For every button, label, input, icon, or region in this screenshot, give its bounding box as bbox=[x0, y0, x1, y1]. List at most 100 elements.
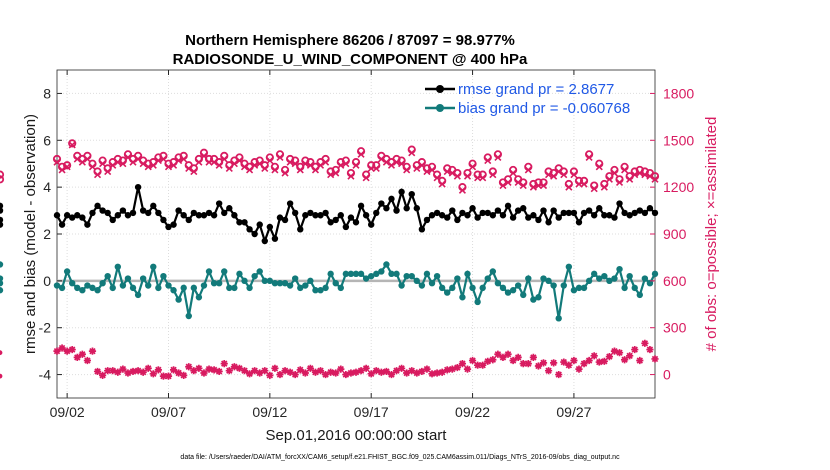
obs-possible-point bbox=[0, 170, 5, 179]
rmse-point bbox=[580, 209, 588, 217]
obs-1000hpa-core bbox=[627, 353, 633, 359]
obs-assimilated-point bbox=[296, 166, 304, 174]
obs-assimilated-point bbox=[357, 150, 365, 158]
obs-assimilated-point bbox=[159, 155, 167, 163]
rmse-point bbox=[317, 212, 324, 219]
obs-1000hpa-core bbox=[556, 372, 562, 377]
obs-assimilated-point bbox=[129, 158, 137, 166]
bias-point bbox=[418, 282, 426, 289]
bias-point bbox=[276, 280, 284, 287]
obs-assimilated-point bbox=[114, 158, 122, 166]
bias-point bbox=[104, 272, 111, 280]
bias-point bbox=[560, 282, 567, 289]
rmse-point bbox=[418, 226, 426, 233]
obs-1000hpa-core bbox=[454, 365, 460, 370]
bias-point bbox=[58, 284, 66, 292]
obs-1000hpa-core bbox=[439, 369, 445, 375]
bias-point bbox=[195, 294, 203, 301]
legend-rmse-label: rmse grand pr = 2.8677 bbox=[458, 81, 614, 98]
rmse-point bbox=[251, 230, 258, 238]
bias-point bbox=[479, 284, 486, 292]
bias-point bbox=[484, 275, 491, 282]
obs-1000hpa-core bbox=[120, 366, 126, 372]
obs-1000hpa-core bbox=[90, 348, 95, 354]
obs-1000hpa-core bbox=[74, 354, 80, 360]
bias-point bbox=[165, 282, 172, 289]
rmse-point bbox=[170, 221, 177, 228]
obs-assimilated-point bbox=[322, 158, 330, 166]
bias-point bbox=[185, 312, 192, 320]
rmse-point bbox=[266, 223, 274, 231]
bias-point bbox=[575, 284, 583, 292]
legend-bias-label: bias grand pr = -0.060768 bbox=[458, 100, 630, 117]
rmse-point bbox=[271, 235, 279, 242]
obs-1000hpa-core bbox=[622, 357, 627, 363]
obs-1000hpa-core bbox=[490, 357, 496, 363]
obs-assimilated-point bbox=[190, 167, 198, 176]
bias-point bbox=[266, 277, 274, 285]
obs-assimilated-point bbox=[119, 160, 127, 168]
obs-1000hpa-core bbox=[485, 358, 491, 364]
obs-1000hpa-core bbox=[267, 372, 273, 378]
obs-assimilated-point bbox=[286, 158, 294, 166]
obs-assimilated-point bbox=[154, 157, 162, 165]
rmse-point bbox=[94, 202, 101, 210]
rmse-point bbox=[0, 207, 4, 214]
obs-1000hpa-core bbox=[566, 362, 572, 368]
rmse-point bbox=[585, 207, 593, 214]
rmse-point bbox=[302, 212, 309, 219]
obs-assimilated-point bbox=[509, 169, 517, 177]
obs-1000hpa-core bbox=[353, 369, 359, 375]
rmse-point bbox=[570, 209, 578, 217]
obs-1000hpa-core bbox=[221, 361, 227, 367]
rmse-point bbox=[606, 212, 613, 219]
rmse-point bbox=[79, 214, 86, 221]
bias-point bbox=[413, 277, 421, 285]
obs-1000hpa-core bbox=[444, 367, 450, 373]
bias-point bbox=[621, 284, 628, 292]
rmse-point bbox=[651, 209, 659, 217]
plot-area bbox=[56, 69, 656, 399]
obs-1000hpa-core bbox=[541, 360, 546, 366]
obs-assimilated-point bbox=[428, 166, 436, 174]
obs-assimilated-point bbox=[605, 175, 613, 183]
rmse-point bbox=[322, 209, 329, 217]
rmse-point bbox=[165, 223, 172, 231]
rmse-point bbox=[307, 209, 314, 217]
rmse-point bbox=[210, 212, 218, 219]
rmse-point bbox=[504, 202, 512, 210]
bias-point bbox=[550, 282, 557, 289]
rmse-point bbox=[514, 207, 522, 214]
obs-1000hpa-core bbox=[480, 362, 486, 368]
bias-point bbox=[175, 296, 182, 303]
x-tick-label: 09/12 bbox=[252, 404, 287, 420]
rmse-point bbox=[337, 212, 344, 219]
rmse-point bbox=[286, 200, 294, 207]
legend-bias-marker bbox=[436, 104, 444, 112]
bias-point bbox=[155, 284, 162, 292]
obs-assimilated-point bbox=[403, 166, 411, 174]
bias-point bbox=[489, 268, 497, 275]
obs-1000hpa-core bbox=[606, 354, 612, 360]
obs-assimilated-point bbox=[327, 171, 335, 179]
obs-1000hpa-core bbox=[54, 348, 60, 354]
bias-point bbox=[327, 270, 334, 278]
obs-1000hpa-core bbox=[211, 367, 217, 373]
rmse-point bbox=[0, 221, 4, 228]
rmse-point bbox=[489, 212, 497, 219]
obs-1000hpa-core bbox=[586, 358, 592, 363]
rmse-point bbox=[89, 209, 96, 217]
bias-point bbox=[114, 263, 122, 270]
rmse-point bbox=[327, 219, 334, 226]
bias-point bbox=[388, 270, 395, 278]
bias-point bbox=[145, 282, 152, 289]
x-axis-ticks: 09/02 09/07 09/12 09/17 09/22 09/27 bbox=[50, 70, 592, 420]
obs-1000hpa-core bbox=[171, 367, 176, 373]
obs-1000hpa-core bbox=[546, 368, 551, 374]
bias-point bbox=[585, 277, 593, 285]
rmse-point bbox=[69, 214, 76, 221]
obs-1000hpa-core bbox=[206, 366, 212, 372]
obs-1000hpa-core bbox=[323, 372, 328, 377]
obs-assimilated-point bbox=[580, 180, 588, 188]
rmse-point bbox=[231, 212, 238, 219]
